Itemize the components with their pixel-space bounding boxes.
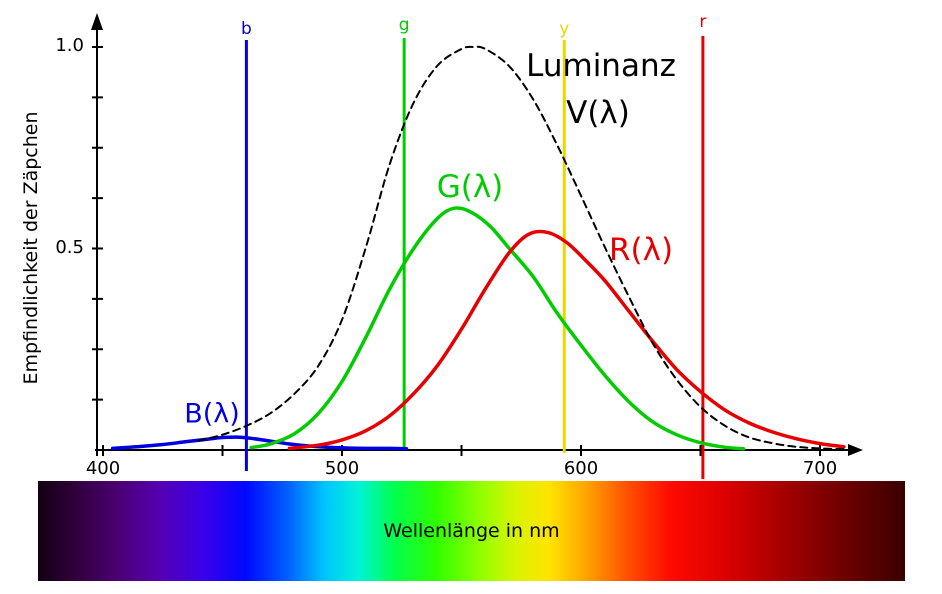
- curve-b: [110, 435, 409, 451]
- reference-line-label-b: b: [240, 19, 252, 39]
- wavelength-spectrum-bar: Wellenlänge in nm: [38, 481, 905, 581]
- y-axis-arrow: [91, 13, 103, 30]
- y-axis-label: Empfindlichkeit der Zäpchen: [20, 111, 42, 385]
- x-axis-arrow: [848, 444, 863, 456]
- curve-g: [249, 206, 746, 451]
- x-tick-label-500: 500: [324, 458, 360, 479]
- x-tick-label-400: 400: [85, 458, 121, 479]
- g-lambda-curve-label: G(λ): [436, 169, 504, 205]
- x-axis-label: Wellenlänge in nm: [383, 520, 560, 542]
- y-tick-label-1: 1.0: [55, 35, 84, 56]
- curve-r: [287, 229, 846, 451]
- luminance-curve-label: Luminanz: [526, 48, 676, 84]
- y-tick-label-0.5: 0.5: [55, 236, 84, 258]
- reference-line-label-r: r: [699, 12, 707, 32]
- x-tick-label-700: 700: [802, 458, 838, 479]
- b-lambda-curve-label: B(λ): [184, 398, 240, 430]
- v-lambda-curve-label: V(λ): [566, 95, 630, 131]
- reference-line-label-y: y: [559, 19, 570, 39]
- x-tick-label-600: 600: [563, 458, 599, 479]
- curve-luminanz-v: [197, 45, 845, 451]
- reference-line-label-g: g: [398, 15, 410, 35]
- r-lambda-curve-label: R(λ): [608, 232, 674, 268]
